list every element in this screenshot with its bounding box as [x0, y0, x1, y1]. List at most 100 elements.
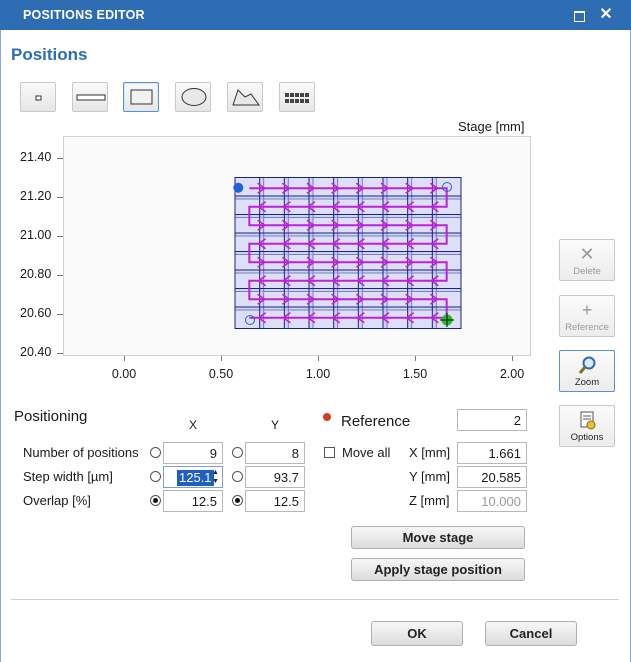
y-mm-label: Y [mm]	[409, 469, 450, 484]
path-arrow	[380, 219, 390, 231]
tool-rectangle[interactable]	[123, 82, 159, 112]
maximize-icon[interactable]	[570, 6, 588, 24]
path-arrow	[306, 256, 316, 268]
overlap-y-field[interactable]: 12.5	[245, 490, 305, 512]
path-arrow	[281, 219, 291, 231]
tool-line[interactable]	[72, 82, 108, 112]
corner-marker	[442, 182, 452, 192]
y-mm-field[interactable]: 20.585	[457, 466, 527, 488]
overlap-x-radio[interactable]	[150, 495, 161, 506]
path-arrow	[405, 182, 415, 194]
plus-icon: +	[581, 300, 593, 320]
path-arrow	[429, 275, 439, 287]
move-all-checkbox[interactable]	[324, 447, 335, 458]
path-arrow	[380, 275, 390, 287]
move-all-label: Move all	[342, 445, 391, 460]
reference-number-field[interactable]: 2	[457, 409, 527, 431]
path-arrow	[281, 275, 291, 287]
spin-arrows-icon[interactable]: ▲ ▼	[212, 469, 219, 485]
path-arrow	[257, 312, 267, 324]
path-arrow	[331, 312, 341, 324]
path-arrow	[355, 182, 365, 194]
path-arrow	[306, 182, 316, 194]
y-tick-label: 21.20	[20, 189, 52, 203]
path-arrow	[331, 275, 341, 287]
path-arrow	[380, 256, 390, 268]
reference-dot-icon	[323, 413, 331, 421]
number-positions-x-field[interactable]: 9	[163, 442, 223, 464]
magnifier-icon	[578, 356, 596, 374]
number-positions-y-field[interactable]: 8	[245, 442, 305, 464]
move-stage-button[interactable]: Move stage	[351, 526, 525, 549]
y-tick-label: 21.40	[20, 150, 52, 164]
path-arrow	[355, 238, 365, 250]
step-width-label: Step width [µm]	[23, 469, 113, 484]
path-arrow	[429, 219, 439, 231]
x-tick-mark	[318, 356, 319, 361]
reference-label: Reference	[565, 322, 609, 333]
path-arrow	[355, 219, 365, 231]
path-arrow	[281, 182, 291, 194]
positions-grid-canvas[interactable]	[64, 137, 530, 355]
step-width-y-radio[interactable]	[232, 471, 243, 482]
corner-marker	[245, 315, 255, 325]
x-tick-label: 0.50	[208, 367, 234, 381]
x-tick-mark	[124, 356, 125, 361]
path-arrow	[257, 219, 267, 231]
path-arrow	[429, 312, 439, 324]
overlap-x-field[interactable]: 12.5	[163, 490, 223, 512]
cancel-button[interactable]: Cancel	[485, 621, 577, 646]
y-tick-mark	[57, 275, 63, 276]
path-arrow	[306, 275, 316, 287]
ok-button[interactable]: OK	[371, 621, 463, 646]
y-tick-label: 21.00	[20, 228, 52, 242]
step-width-y-field[interactable]: 93.7	[245, 466, 305, 488]
start-position-marker	[233, 182, 244, 193]
path-arrow	[355, 256, 365, 268]
tool-ellipse[interactable]	[175, 82, 211, 112]
path-arrow	[281, 312, 291, 324]
options-button[interactable]: Options	[559, 405, 615, 447]
y-tick-mark	[57, 314, 63, 315]
number-positions-x-radio[interactable]	[150, 447, 161, 458]
delete-button[interactable]: ✕ Delete	[559, 239, 615, 281]
z-mm-label: Z [mm]	[409, 493, 450, 508]
tool-point[interactable]	[20, 82, 56, 112]
path-arrow	[331, 256, 341, 268]
path-arrow	[429, 182, 439, 194]
y-tick-mark	[57, 353, 63, 354]
step-width-x-radio[interactable]	[150, 471, 161, 482]
path-arrow	[257, 256, 267, 268]
x-tick-mark	[512, 356, 513, 361]
path-arrow	[355, 293, 365, 305]
x-tick-mark	[415, 356, 416, 361]
number-positions-y-radio[interactable]	[232, 447, 243, 458]
path-arrow	[306, 293, 316, 305]
point-icon	[35, 95, 42, 101]
stage-plot[interactable]	[63, 136, 531, 356]
scan-path-line	[248, 187, 448, 319]
options-icon	[580, 411, 596, 430]
path-arrow	[281, 293, 291, 305]
path-arrow	[331, 201, 341, 213]
overlap-label: Overlap [%]	[23, 493, 91, 508]
path-arrow	[281, 201, 291, 213]
path-arrow	[429, 201, 439, 213]
x-tick-label: 2.00	[499, 367, 525, 381]
line-icon	[76, 94, 106, 101]
path-arrow	[380, 238, 390, 250]
close-icon[interactable]: ✕	[599, 6, 613, 23]
reference-button[interactable]: + Reference	[559, 295, 615, 337]
zoom-button[interactable]: Zoom	[559, 350, 615, 392]
path-arrow	[380, 201, 390, 213]
path-arrow	[380, 293, 390, 305]
tool-grid[interactable]	[279, 82, 315, 112]
step-width-x-field[interactable]: 125.1 ▲ ▼	[163, 466, 223, 488]
tool-polygon[interactable]	[227, 82, 263, 112]
x-tick-label: 0.00	[111, 367, 137, 381]
positioning-title: Positioning	[14, 408, 88, 425]
overlap-y-radio[interactable]	[232, 495, 243, 506]
x-mm-field[interactable]: 1.661	[457, 442, 527, 464]
y-tick-label: 20.40	[20, 345, 52, 359]
apply-stage-position-button[interactable]: Apply stage position	[351, 558, 525, 581]
